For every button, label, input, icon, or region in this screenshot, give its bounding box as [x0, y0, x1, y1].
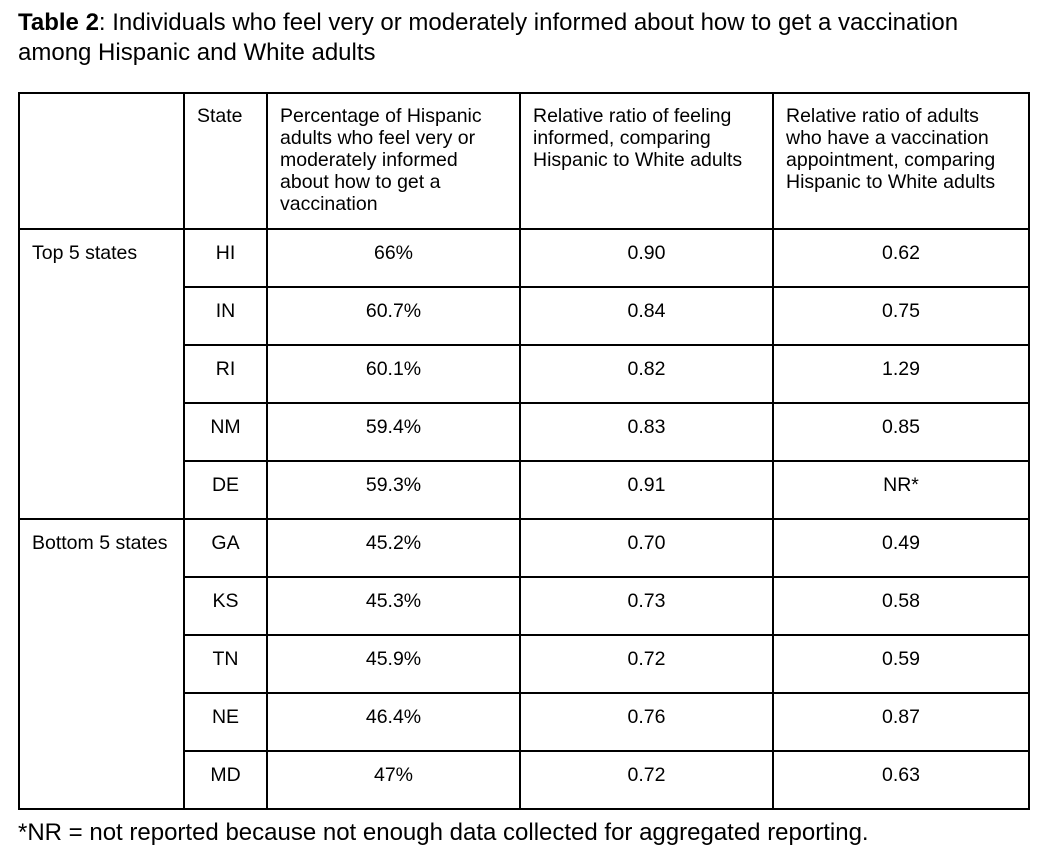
state-cell: DE: [183, 460, 268, 520]
table-row: Bottom 5 states GA 45.2% 0.70 0.49: [18, 518, 1030, 810]
table-row: NM 59.4% 0.83 0.85: [19, 402, 1030, 462]
table-row: MD 47% 0.72 0.63: [19, 750, 1030, 810]
table-row: TN 45.9% 0.72 0.59: [19, 634, 1030, 694]
ratio-informed-cell: 0.91: [519, 460, 774, 520]
group-label-bottom5: Bottom 5 states: [18, 518, 185, 810]
ratio-appointment-cell: NR*: [772, 460, 1030, 520]
pct-informed-cell: 45.3%: [266, 576, 521, 636]
pct-informed-cell: 66%: [266, 228, 521, 288]
ratio-appointment-cell: 0.87: [772, 692, 1030, 752]
ratio-informed-cell: 0.76: [519, 692, 774, 752]
ratio-appointment-cell: 0.62: [772, 228, 1030, 288]
table-row: RI 60.1% 0.82 1.29: [19, 344, 1030, 404]
pct-informed-cell: 60.1%: [266, 344, 521, 404]
ratio-informed-cell: 0.83: [519, 402, 774, 462]
state-cell: HI: [183, 228, 268, 288]
table-caption: Table 2: Individuals who feel very or mo…: [18, 8, 983, 68]
state-cell: RI: [183, 344, 268, 404]
ratio-appointment-cell: 0.75: [772, 286, 1030, 346]
pct-informed-cell: 60.7%: [266, 286, 521, 346]
state-cell: GA: [183, 518, 268, 578]
ratio-informed-cell: 0.90: [519, 228, 774, 288]
pct-informed-cell: 45.2%: [266, 518, 521, 578]
pct-informed-cell: 47%: [266, 750, 521, 810]
state-cell: MD: [183, 750, 268, 810]
table-caption-text: : Individuals who feel very or moderatel…: [18, 9, 959, 66]
table-row: Top 5 states HI 66% 0.90 0.62: [18, 228, 1030, 520]
ratio-informed-cell: 0.73: [519, 576, 774, 636]
state-cell: KS: [183, 576, 268, 636]
ratio-appointment-cell: 0.63: [772, 750, 1030, 810]
header-group-empty: [18, 92, 185, 230]
table-row: IN 60.7% 0.84 0.75: [19, 286, 1030, 346]
header-row: State Percentage of Hispanic adults who …: [18, 92, 1030, 230]
ratio-informed-cell: 0.70: [519, 518, 774, 578]
ratio-appointment-cell: 0.85: [772, 402, 1030, 462]
state-cell: NE: [183, 692, 268, 752]
ratio-appointment-cell: 1.29: [772, 344, 1030, 404]
state-cell: IN: [183, 286, 268, 346]
header-ratio-informed: Relative ratio of feeling informed, comp…: [519, 92, 774, 230]
footnote: *NR = not reported because not enough da…: [18, 819, 869, 846]
pct-informed-cell: 59.4%: [266, 402, 521, 462]
pct-informed-cell: 59.3%: [266, 460, 521, 520]
header-pct-informed: Percentage of Hispanic adults who feel v…: [266, 92, 521, 230]
table-row: KS 45.3% 0.73 0.58: [19, 576, 1030, 636]
ratio-informed-cell: 0.72: [519, 750, 774, 810]
header-ratio-appointment: Relative ratio of adults who have a vacc…: [772, 92, 1030, 230]
ratio-appointment-cell: 0.58: [772, 576, 1030, 636]
table-row: DE 59.3% 0.91 NR*: [19, 460, 1030, 520]
table-row: NE 46.4% 0.76 0.87: [19, 692, 1030, 752]
pct-informed-cell: 45.9%: [266, 634, 521, 694]
state-cell: NM: [183, 402, 268, 462]
pct-informed-cell: 46.4%: [266, 692, 521, 752]
ratio-informed-cell: 0.82: [519, 344, 774, 404]
data-table: State Percentage of Hispanic adults who …: [18, 92, 1030, 810]
table-caption-label: Table 2: [18, 9, 99, 36]
group-label-top5: Top 5 states: [18, 228, 185, 520]
ratio-informed-cell: 0.72: [519, 634, 774, 694]
header-state: State: [183, 92, 268, 230]
ratio-appointment-cell: 0.49: [772, 518, 1030, 578]
state-cell: TN: [183, 634, 268, 694]
ratio-appointment-cell: 0.59: [772, 634, 1030, 694]
ratio-informed-cell: 0.84: [519, 286, 774, 346]
